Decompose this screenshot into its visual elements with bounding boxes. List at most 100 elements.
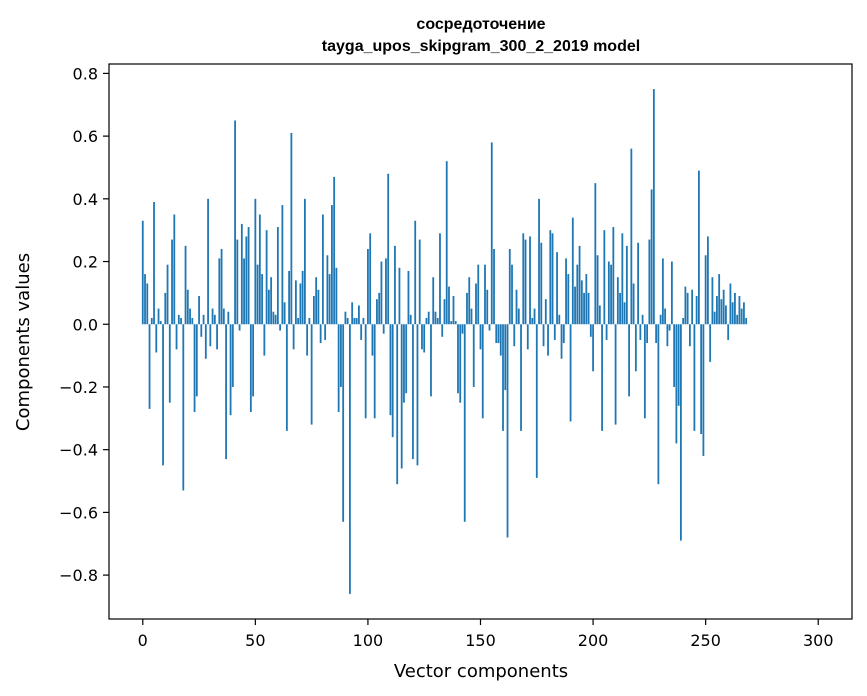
bar bbox=[362, 317, 365, 325]
bar bbox=[522, 233, 525, 325]
bar bbox=[542, 324, 545, 347]
x-tick-label: 50 bbox=[245, 631, 265, 650]
bar bbox=[731, 302, 734, 325]
x-tick-label: 150 bbox=[465, 631, 496, 650]
bar bbox=[445, 161, 448, 325]
bar bbox=[488, 324, 491, 331]
bar bbox=[328, 274, 331, 325]
bar bbox=[452, 296, 455, 325]
bar bbox=[218, 258, 221, 325]
bar bbox=[418, 239, 421, 325]
bar bbox=[659, 314, 662, 325]
bar bbox=[691, 289, 694, 325]
bar bbox=[459, 324, 462, 403]
bar bbox=[668, 324, 671, 331]
bar bbox=[585, 274, 588, 325]
bar bbox=[430, 324, 432, 397]
bar bbox=[281, 205, 284, 325]
bar bbox=[486, 289, 489, 325]
chart-title-line-2: tayga_upos_skipgram_300_2_2019 model bbox=[322, 38, 640, 55]
bar bbox=[276, 227, 279, 325]
bars-group bbox=[141, 89, 748, 594]
bar bbox=[186, 289, 189, 325]
x-tick-label: 300 bbox=[803, 631, 834, 650]
y-tick-label: −0.2 bbox=[59, 378, 98, 397]
bar bbox=[594, 183, 597, 325]
y-tick-label: 0.0 bbox=[73, 315, 98, 334]
bar bbox=[324, 324, 327, 340]
bar bbox=[240, 223, 243, 325]
bar bbox=[711, 277, 714, 325]
bar bbox=[535, 324, 538, 478]
bar bbox=[549, 230, 552, 325]
bar bbox=[312, 296, 315, 325]
bar bbox=[200, 324, 203, 337]
bar bbox=[722, 289, 725, 325]
bar bbox=[267, 289, 270, 325]
x-axis-label: Vector components bbox=[394, 661, 568, 682]
bar bbox=[173, 214, 176, 325]
bar bbox=[531, 317, 534, 325]
bar bbox=[637, 242, 640, 325]
bar bbox=[484, 264, 486, 325]
bar bbox=[340, 324, 342, 387]
bar bbox=[477, 264, 480, 325]
bar bbox=[252, 324, 254, 397]
bar bbox=[562, 324, 565, 344]
bar bbox=[247, 227, 250, 325]
bar bbox=[292, 324, 295, 350]
bar bbox=[623, 302, 626, 325]
bar bbox=[308, 317, 311, 325]
bar bbox=[297, 317, 300, 325]
bar bbox=[405, 324, 408, 394]
bar bbox=[389, 324, 392, 416]
bar bbox=[189, 308, 191, 325]
bar bbox=[294, 280, 297, 325]
bar bbox=[335, 267, 338, 325]
bar bbox=[526, 324, 529, 350]
x-tick-label: 0 bbox=[138, 631, 148, 650]
bar bbox=[558, 314, 561, 325]
bar bbox=[207, 198, 209, 325]
bar bbox=[538, 198, 540, 325]
bar bbox=[567, 274, 570, 325]
bar bbox=[274, 314, 277, 325]
bar bbox=[587, 292, 590, 325]
bar bbox=[238, 324, 241, 331]
bar bbox=[141, 220, 144, 325]
bar bbox=[738, 296, 741, 325]
bar bbox=[231, 324, 234, 387]
y-tick-label: 0.2 bbox=[73, 253, 98, 272]
bar bbox=[601, 324, 603, 431]
bar bbox=[598, 305, 601, 325]
bar bbox=[337, 324, 340, 413]
bar bbox=[643, 324, 646, 419]
bar bbox=[612, 227, 615, 325]
bar bbox=[490, 142, 493, 325]
bar bbox=[441, 324, 444, 337]
bar bbox=[470, 308, 473, 325]
bar bbox=[288, 270, 291, 325]
bar bbox=[213, 314, 216, 325]
bar bbox=[146, 283, 149, 325]
bar bbox=[634, 324, 637, 372]
bar bbox=[184, 245, 187, 325]
bar bbox=[569, 324, 572, 422]
bar bbox=[481, 324, 484, 419]
bar bbox=[168, 324, 171, 403]
bar bbox=[702, 324, 705, 456]
bar bbox=[547, 324, 549, 356]
bar bbox=[698, 170, 700, 325]
y-tick-label: −0.6 bbox=[59, 503, 98, 522]
bar bbox=[533, 308, 536, 325]
bar bbox=[553, 324, 556, 340]
bar bbox=[198, 296, 200, 325]
bar bbox=[285, 324, 288, 431]
bar bbox=[499, 324, 502, 356]
bar bbox=[412, 324, 414, 460]
bar bbox=[596, 255, 599, 325]
bar bbox=[400, 324, 403, 469]
bar bbox=[171, 239, 173, 325]
